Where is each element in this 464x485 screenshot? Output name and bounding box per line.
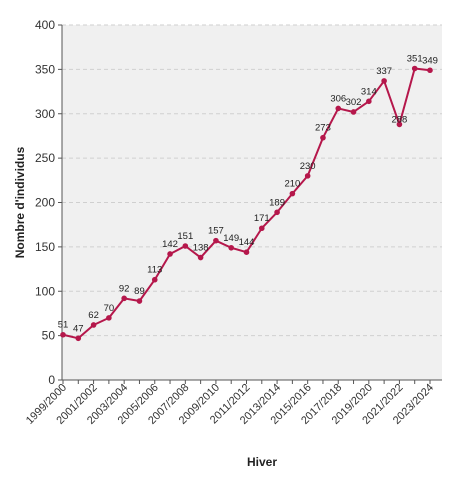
data-label: 113 bbox=[147, 265, 162, 276]
data-label: 51 bbox=[58, 320, 69, 331]
data-point bbox=[121, 295, 127, 302]
data-label: 351 bbox=[407, 53, 423, 64]
data-point bbox=[151, 276, 158, 283]
data-points bbox=[60, 65, 433, 342]
data-label: 314 bbox=[361, 86, 377, 97]
data-point bbox=[228, 244, 235, 251]
data-point bbox=[411, 65, 418, 72]
data-point bbox=[396, 121, 403, 128]
y-tick-label: 350 bbox=[35, 62, 55, 76]
data-label: 273 bbox=[315, 123, 331, 134]
data-label: 149 bbox=[223, 233, 239, 244]
data-point bbox=[106, 315, 112, 321]
data-point bbox=[197, 254, 204, 261]
y-tick-labels: 0 50 100 150 200 250 300 350 400 bbox=[35, 18, 62, 387]
data-label: 47 bbox=[73, 323, 84, 334]
data-point bbox=[182, 243, 189, 249]
y-tick-label: 50 bbox=[42, 329, 56, 343]
y-tick-label: 0 bbox=[48, 373, 55, 387]
data-label: 70 bbox=[104, 303, 115, 314]
data-point bbox=[304, 173, 311, 179]
data-point bbox=[289, 190, 296, 197]
data-point bbox=[366, 98, 372, 105]
y-tick-label: 300 bbox=[35, 107, 55, 121]
data-point bbox=[320, 134, 326, 141]
data-point bbox=[381, 78, 387, 84]
gridlines bbox=[62, 24, 442, 337]
y-tick-label: 150 bbox=[35, 240, 55, 254]
data-label: 189 bbox=[269, 197, 285, 208]
data-label: 337 bbox=[376, 66, 392, 77]
data-label: 138 bbox=[193, 243, 209, 254]
data-point bbox=[274, 209, 280, 216]
data-point bbox=[350, 109, 357, 115]
data-label: 151 bbox=[177, 231, 193, 242]
data-point bbox=[243, 249, 250, 255]
x-axis-label: Hiver bbox=[247, 455, 277, 469]
y-tick-label: 400 bbox=[35, 18, 55, 32]
data-point bbox=[335, 105, 342, 112]
data-point bbox=[258, 225, 265, 232]
data-label: 302 bbox=[346, 97, 362, 108]
y-tick-label: 100 bbox=[35, 284, 55, 298]
data-label: 157 bbox=[208, 226, 224, 237]
data-label: 62 bbox=[88, 310, 99, 321]
data-point bbox=[427, 67, 433, 74]
data-point bbox=[75, 335, 82, 342]
data-point bbox=[136, 298, 143, 304]
data-point bbox=[213, 237, 219, 244]
data-label: 230 bbox=[300, 161, 316, 172]
data-point bbox=[167, 251, 173, 257]
axes bbox=[61, 25, 442, 381]
data-label: 306 bbox=[330, 93, 346, 104]
data-label: 288 bbox=[391, 114, 407, 125]
data-label: 92 bbox=[119, 283, 130, 294]
data-label: 144 bbox=[239, 237, 255, 248]
y-tick-label: 250 bbox=[35, 151, 55, 165]
data-point bbox=[60, 331, 66, 338]
data-label: 89 bbox=[134, 286, 145, 297]
data-label: 210 bbox=[284, 179, 300, 190]
data-label: 171 bbox=[254, 213, 270, 224]
x-tick-labels: 1999/20002001/20022003/20042005/20062007… bbox=[24, 380, 436, 427]
data-label: 142 bbox=[162, 239, 178, 250]
data-label: 349 bbox=[422, 55, 438, 66]
y-axis-label: Nombre d'individus bbox=[13, 146, 27, 258]
data-point bbox=[90, 322, 97, 328]
y-tick-label: 200 bbox=[35, 196, 55, 210]
